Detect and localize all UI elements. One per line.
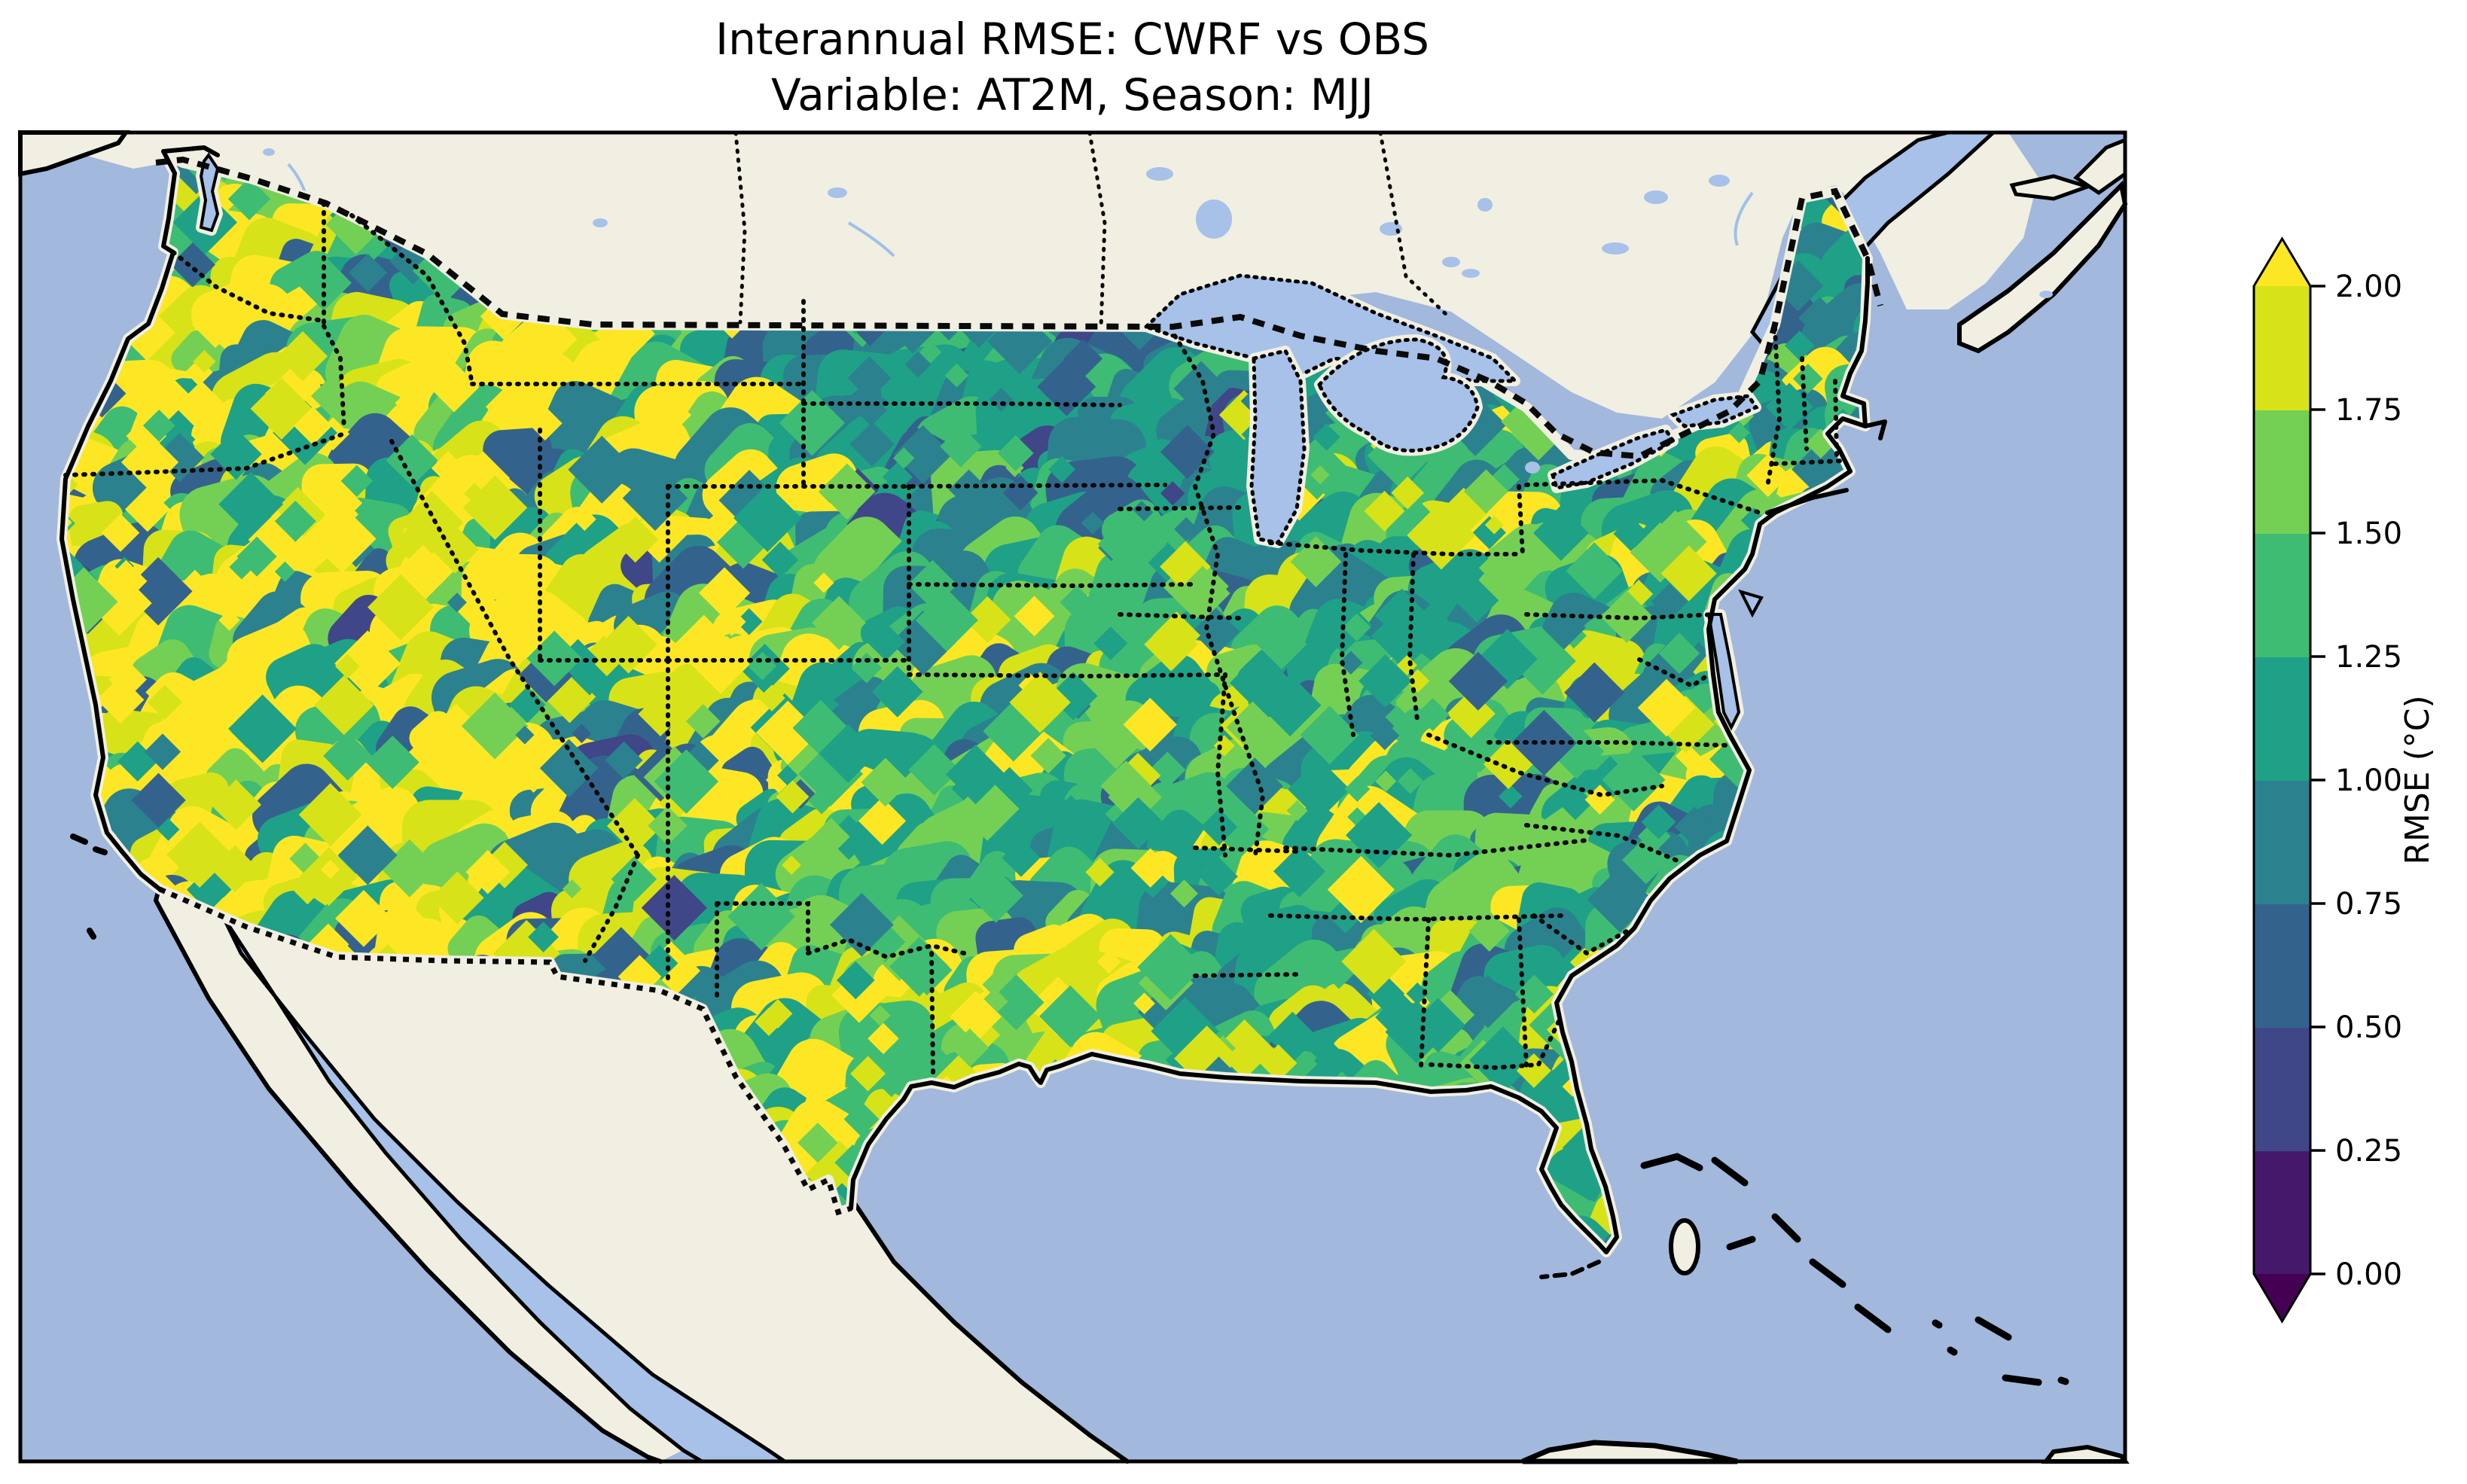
colorbar-segment bbox=[2254, 1027, 2310, 1151]
bahamas-islands bbox=[1640, 1153, 2069, 1386]
strait-shore bbox=[161, 145, 220, 157]
figure-title-line1: Interannual RMSE: CWRF vs OBS bbox=[715, 14, 1429, 65]
colorbar-tick-label: 1.75 bbox=[2335, 393, 2402, 428]
delaware-bay bbox=[1738, 589, 1764, 618]
map-frame bbox=[18, 130, 2127, 1464]
lake-st-clair bbox=[1525, 462, 1540, 474]
map-canvas: , bbox=[18, 130, 2130, 1464]
landmass-mexico bbox=[156, 880, 1127, 1461]
us-mexico-border bbox=[158, 886, 852, 1216]
colorbar-segment bbox=[2254, 533, 2310, 657]
colorbar-tick-label: 0.75 bbox=[2335, 887, 2402, 922]
state-borders bbox=[63, 201, 1845, 1076]
colorbar-tick-label: 0.50 bbox=[2335, 1010, 2402, 1045]
mexico-gulf-coastline bbox=[849, 1196, 1130, 1464]
puget-sound bbox=[196, 150, 223, 236]
province-borders bbox=[733, 130, 1450, 331]
figure-title-line2: Variable: AT2M, Season: MJJ bbox=[771, 69, 1374, 120]
canada-maritimes bbox=[1957, 137, 2128, 354]
colorbar-segment bbox=[2254, 286, 2310, 410]
colorbar-segment bbox=[2254, 657, 2310, 781]
colorbar-segment bbox=[2254, 904, 2310, 1028]
channel-islands bbox=[70, 833, 108, 940]
long-island bbox=[1765, 488, 1849, 515]
colorbar-tick-label: 1.50 bbox=[2335, 517, 2402, 551]
colorbar-segment bbox=[2254, 1150, 2310, 1275]
florida-keys bbox=[1539, 1260, 1601, 1279]
colorbar-over-arrow bbox=[2254, 239, 2310, 286]
colorbar-tick-label: 2.00 bbox=[2335, 270, 2402, 304]
andros-island bbox=[1669, 1218, 1700, 1275]
chesapeake-bay bbox=[1703, 609, 1744, 733]
prince-edward-island bbox=[2009, 174, 2093, 201]
colorbar-tick-label: 1.00 bbox=[2335, 763, 2402, 798]
landmass-canada bbox=[20, 133, 2039, 419]
lake-erie bbox=[1548, 425, 1679, 493]
colorbar-segment bbox=[2254, 780, 2310, 904]
lake-michigan bbox=[1246, 346, 1310, 548]
lake-huron bbox=[1314, 334, 1483, 456]
baja-coastline bbox=[154, 883, 663, 1464]
colorbar-tick-label: 0.00 bbox=[2335, 1257, 2402, 1292]
colorbar-axis-label: RMSE (°C) bbox=[2398, 695, 2437, 864]
us-canada-border bbox=[155, 156, 1883, 460]
colorbar-tick-label: 1.25 bbox=[2335, 640, 2402, 675]
colorbar-tick-label: 0.25 bbox=[2335, 1134, 2402, 1169]
colorbar-segment bbox=[2254, 410, 2310, 534]
cape-cod bbox=[1863, 419, 1887, 440]
colorbar: 2.00 1.75 1.50 1.25 1.00 0.75 0.50 0.25 0.00 bbox=[2252, 236, 2402, 1324]
pacific-coastline bbox=[59, 149, 177, 891]
colorbar-under-arrow bbox=[2254, 1274, 2310, 1321]
